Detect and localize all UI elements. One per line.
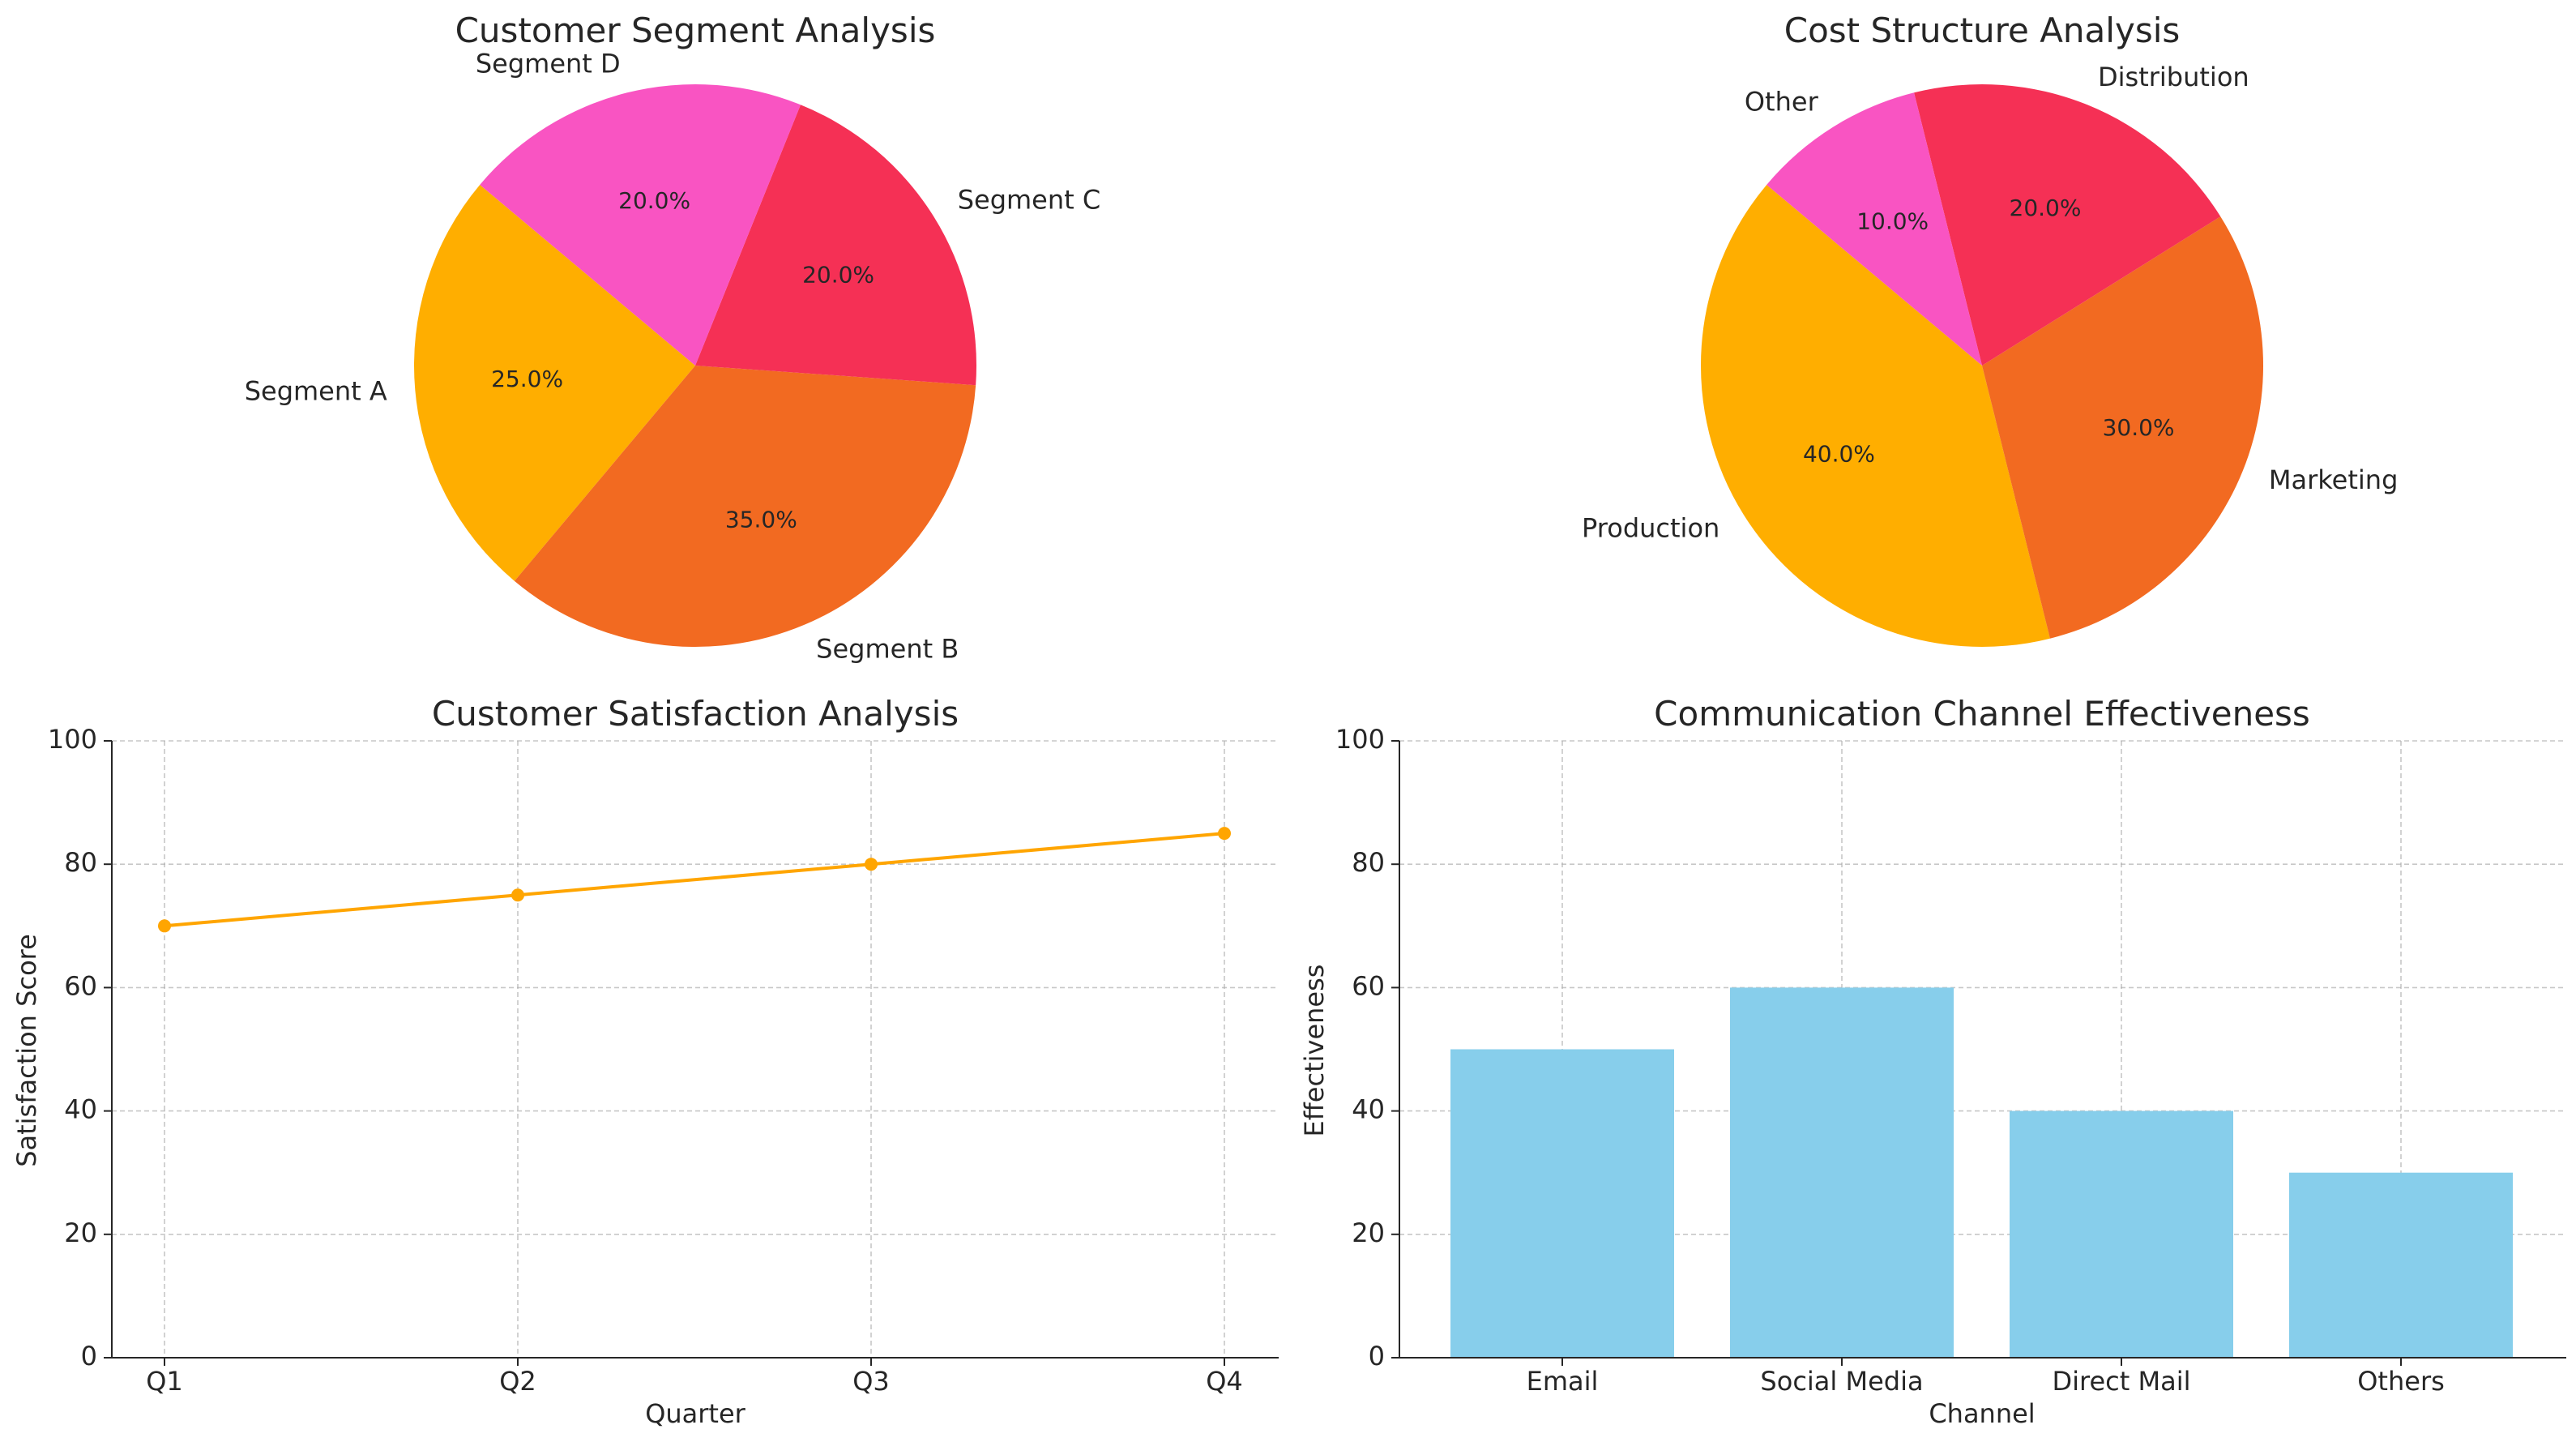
x-tick-label: Q1: [146, 1366, 183, 1397]
satisfaction-line-chart: Customer Satisfaction Analysis 0 20 40 60 80…: [11, 694, 1279, 1429]
channel-plot-area: 0 20 40 60 80 100 Email Social Media Direct Mail…: [1335, 724, 2566, 1397]
satisfaction-point: [158, 919, 171, 933]
pie-slice-label: Segment D: [476, 49, 621, 79]
channel-bar-chart: Communication Channel Effectiveness 0 20 4…: [1299, 694, 2566, 1429]
x-tick-label: Others: [2357, 1366, 2445, 1397]
pie-percent-label: 10.0%: [1856, 208, 1929, 234]
pie-percent-label: 25.0%: [491, 366, 563, 392]
pie-slice-label: Other: [1745, 86, 1819, 117]
pie-slice-label: Segment A: [245, 375, 387, 406]
channel-bar: [1450, 1049, 1674, 1358]
y-tick-label: 80: [64, 847, 97, 878]
segment-pie-title: Customer Segment Analysis: [455, 11, 936, 50]
x-tick-label: Email: [1527, 1366, 1599, 1397]
segment-pie-chart: Customer Segment Analysis Segment A 25.0%…: [245, 11, 1101, 664]
satisfaction-point: [511, 888, 524, 902]
pie-percent-label: 20.0%: [802, 262, 874, 289]
pie-slice-label: Marketing: [2269, 464, 2398, 495]
y-tick-label: 80: [1352, 847, 1385, 878]
pie-slice: [1701, 184, 2050, 647]
axes-spine: [111, 741, 1279, 1359]
pie-slice-label: Segment B: [816, 633, 959, 664]
x-tick-label: Social Media: [1760, 1366, 1923, 1397]
satisfaction-title: Customer Satisfaction Analysis: [432, 694, 959, 734]
x-tick-label: Q2: [499, 1366, 536, 1397]
pie-percent-label: 40.0%: [1803, 440, 1875, 467]
y-tick-label: 40: [1352, 1094, 1385, 1125]
pie-slice: [1766, 92, 1982, 366]
channel-bar: [1730, 987, 1954, 1358]
y-tick-label: 40: [64, 1094, 97, 1125]
pie-slice: [514, 366, 976, 648]
y-tick-label: 0: [81, 1341, 97, 1371]
x-tick-label: Q3: [852, 1366, 890, 1397]
channel-bar: [2289, 1172, 2513, 1358]
axes-spine: [1399, 741, 2566, 1359]
y-tick-label: 100: [48, 724, 97, 755]
y-tick-label: 20: [1352, 1217, 1385, 1248]
pie-slice-label: Distribution: [2098, 62, 2249, 92]
x-tick-label: Q4: [1206, 1366, 1243, 1397]
channel-ylabel: Effectiveness: [1299, 965, 1330, 1137]
pie-slice: [413, 184, 695, 581]
satisfaction-xlabel: Quarter: [645, 1398, 745, 1429]
pie-slice: [480, 83, 801, 366]
pie-slice: [695, 105, 976, 386]
pie-percent-label: 35.0%: [725, 507, 797, 533]
channel-bar: [2010, 1110, 2233, 1358]
y-tick-label: 60: [64, 970, 97, 1001]
satisfaction-ylabel: Satisfaction Score: [11, 934, 42, 1167]
cost-pie-chart: Cost Structure Analysis Production 40.0% M…: [1582, 11, 2398, 647]
pie-slice-label: Segment C: [958, 185, 1101, 216]
channel-xlabel: Channel: [1929, 1398, 2035, 1429]
pie-slice-label: Production: [1582, 512, 1719, 543]
segment-pie-slices: Segment A 25.0% Segment B 35.0% Segment C 20.…: [245, 49, 1101, 665]
satisfaction-point: [865, 858, 878, 871]
cost-pie-title: Cost Structure Analysis: [1784, 11, 2181, 50]
pie-percent-label: 30.0%: [2103, 414, 2175, 441]
y-tick-label: 20: [64, 1217, 97, 1248]
satisfaction-line: [164, 832, 1225, 928]
satisfaction-point: [1218, 827, 1231, 841]
pie-percent-label: 20.0%: [2010, 195, 2082, 221]
channel-title: Communication Channel Effectiveness: [1654, 694, 2310, 734]
y-tick-label: 60: [1352, 970, 1385, 1001]
y-tick-label: 0: [1369, 1341, 1385, 1371]
pie-percent-label: 20.0%: [618, 187, 690, 214]
y-tick-label: 100: [1335, 724, 1385, 755]
pie-slice: [1982, 216, 2263, 639]
cost-pie-slices: Production 40.0% Marketing 30.0% Distributio…: [1582, 62, 2398, 647]
pie-slice: [1914, 84, 2221, 366]
satisfaction-plot-area: 0 20 40 60 80 100 Q1 Q2 Q3 Q4: [48, 724, 1279, 1397]
x-tick-label: Direct Mail: [2053, 1366, 2191, 1397]
